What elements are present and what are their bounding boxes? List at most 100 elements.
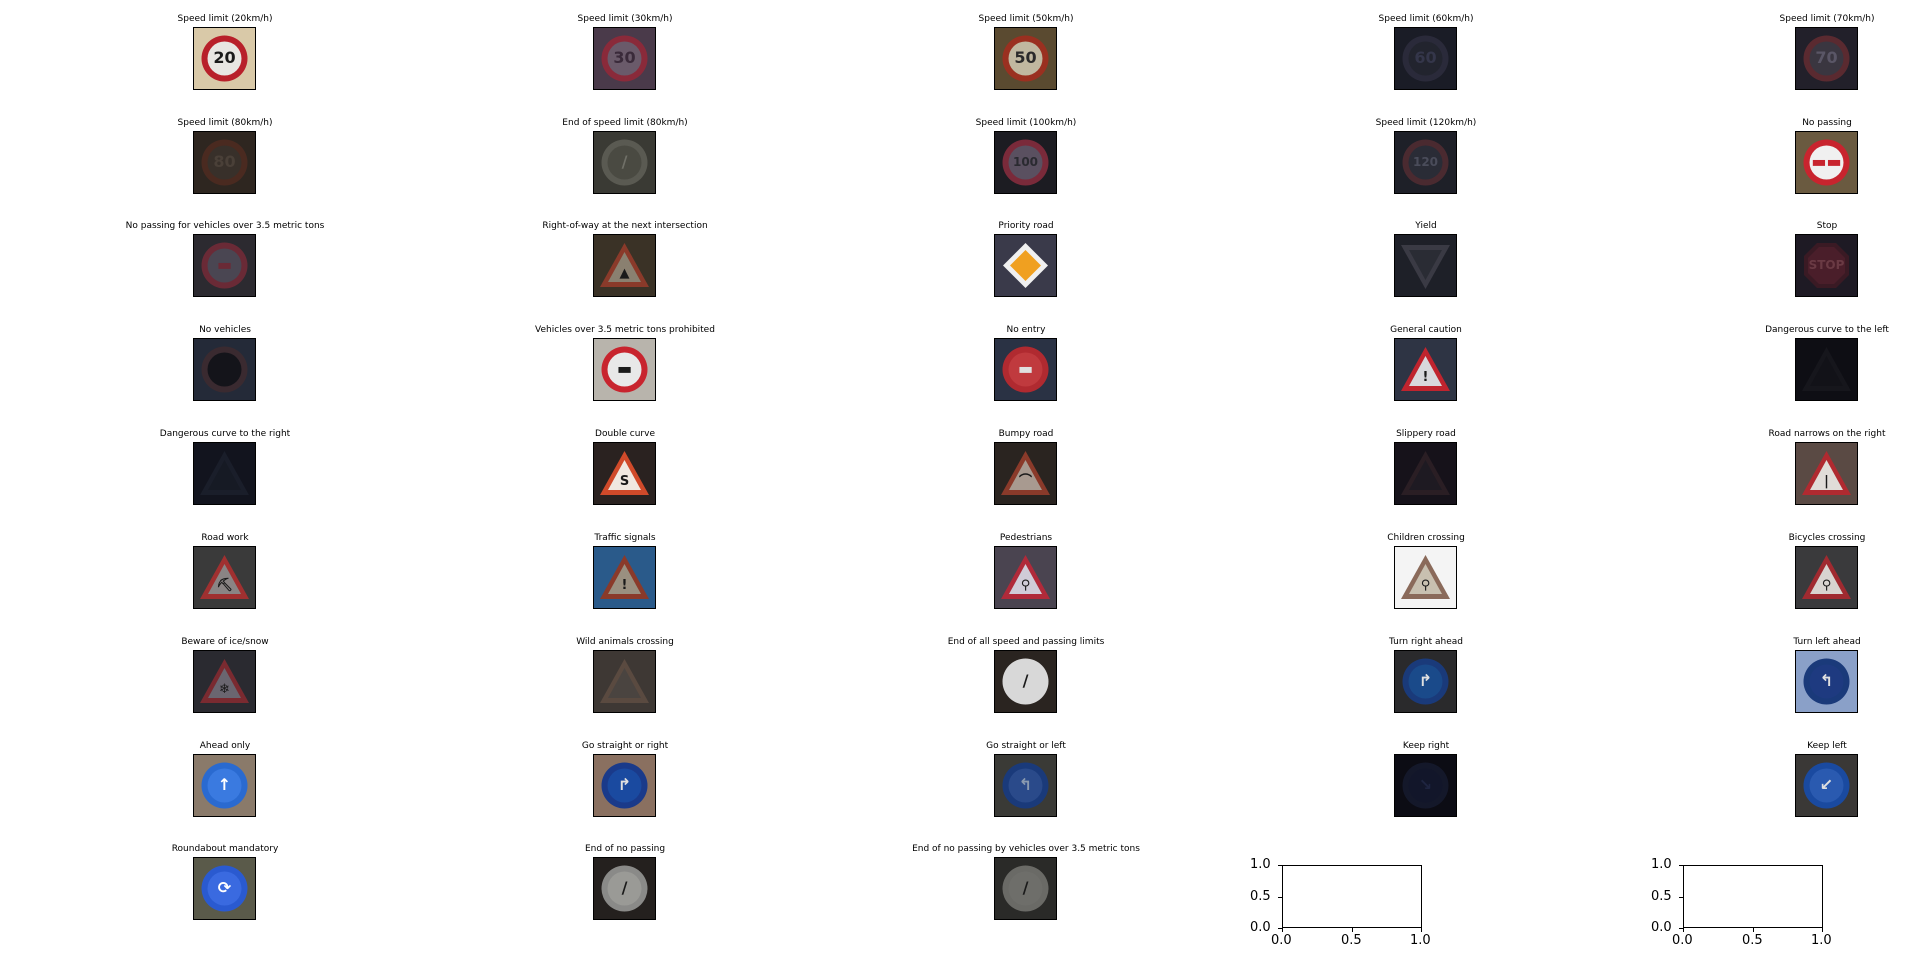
sign-face [208,668,241,698]
sign-title: Yield [1415,221,1437,231]
sign-image [1796,235,1857,296]
sign-image [1796,755,1857,816]
sign-image [1796,651,1857,712]
sign-glyph: ❄ [219,682,230,697]
sign-title: Turn left ahead [1793,637,1861,647]
sign-thumbnail: 80 [193,131,256,194]
y-tick [1679,928,1683,929]
sign-panel: Speed limit (20km/h) 20 [25,0,425,103]
sign-panel: Traffic signals! [425,519,825,622]
sign-thumbnail: S [593,442,656,505]
y-tick [1679,865,1683,866]
sign-panel: Speed limit (30km/h) 30 [425,0,825,103]
sign-title: Speed limit (70km/h) [1779,14,1875,24]
sign-image [194,132,255,193]
sign-glyph: STOP [1808,258,1845,272]
sign-glyph: 30 [613,48,636,67]
sign-glyph: ! [621,578,628,593]
sign-thumbnail: ↰ [994,754,1057,817]
x-tick-label: 0.0 [1672,933,1693,948]
sign-image [194,755,255,816]
sign-image [995,339,1056,400]
sign-panel: No passing ▬▬ [1627,104,1920,207]
sign-face [1409,356,1442,386]
x-tick-label: 0.5 [1742,933,1763,948]
sign-image [594,339,655,400]
sign-glyph: 80 [213,152,236,171]
sign-image [594,651,655,712]
sign-thumbnail: ❄ [193,650,256,713]
sign-panel: Slippery road [1226,415,1626,518]
sign-image [594,755,655,816]
sign-glyph: 60 [1414,48,1437,67]
sign-thumbnail: | [1795,442,1858,505]
sign-thumbnail: STOP [1795,234,1858,297]
sign-thumbnail: 60 [1394,27,1457,90]
sign-face [1810,460,1843,490]
sign-thumbnail: 50 [994,27,1057,90]
sign-thumbnail [1394,442,1457,505]
sign-image [995,858,1056,919]
sign-title: Double curve [595,429,655,439]
sign-image [194,28,255,89]
sign-title: Speed limit (120km/h) [1375,118,1477,128]
sign-thumbnail: ⚲ [1795,546,1858,609]
sign-face [607,871,642,906]
sign-title: End of no passing [584,844,666,854]
sign-thumbnail: 100 [994,131,1057,194]
x-tick-label: 0.0 [1271,933,1292,948]
sign-glyph: ⚲ [1420,578,1431,593]
sign-image [594,858,655,919]
empty-axes: 1.0 0.5 0.0 0.0 0.5 1.0 [1228,830,1448,960]
sign-face [607,352,642,387]
sign-panel: Dangerous curve to the right [25,415,425,518]
sign-thumbnail [193,338,256,401]
sign-face [208,460,241,490]
sign-title: Speed limit (60km/h) [1378,14,1474,24]
y-tick [1679,896,1683,898]
sign-image [194,443,255,504]
axes-frame [1683,865,1823,928]
sign-face [608,252,641,282]
sign-image [995,235,1056,296]
sign-title: Bicycles crossing [1788,533,1866,543]
sign-image [1796,28,1857,89]
x-tick-label: 1.0 [1811,933,1832,948]
sign-thumbnail: ⚲ [1394,546,1457,609]
sign-panel: No vehicles [25,311,425,414]
sign-face [1408,41,1443,76]
sign-title: No entry [1006,325,1046,335]
x-tick [1421,928,1422,932]
sign-face [207,41,242,76]
x-tick [1822,928,1823,932]
y-tick-label: 0.0 [1651,920,1672,935]
sign-panel: Ahead only ↑ [25,727,425,830]
sign-panel: Turn left ahead ↰ [1627,623,1920,726]
sign-face [207,145,242,180]
sign-image [1796,443,1857,504]
sign-title: Traffic signals [594,533,656,543]
sign-thumbnail: 70 [1795,27,1858,90]
sign-thumbnail [193,442,256,505]
sign-panel: Go straight or right ↱ [425,727,825,830]
sign-thumbnail: ! [1394,338,1457,401]
sign-image [995,651,1056,712]
sign-glyph: 50 [1014,48,1037,67]
sign-title: Roundabout mandatory [171,844,279,854]
sign-image [194,339,255,400]
sign-panel: No passing for vehicles over 3.5 metric … [25,207,425,310]
sign-image [1395,443,1456,504]
sign-panel: Keep right ↘ [1226,727,1626,830]
sign-face [207,768,242,803]
sign-glyph: ⚲ [1020,578,1031,593]
sign-face [208,564,241,594]
sign-face [1008,768,1043,803]
sign-glyph: / [1022,878,1029,897]
sign-panel: Yield [1226,207,1626,310]
sign-title: Speed limit (80km/h) [177,118,273,128]
sign-thumbnail: ↱ [1394,650,1457,713]
sign-thumbnail: ⛏ [193,546,256,609]
sign-image [995,28,1056,89]
sign-thumbnail: 120 [1394,131,1457,194]
sign-glyph: ▬ [1017,359,1034,378]
